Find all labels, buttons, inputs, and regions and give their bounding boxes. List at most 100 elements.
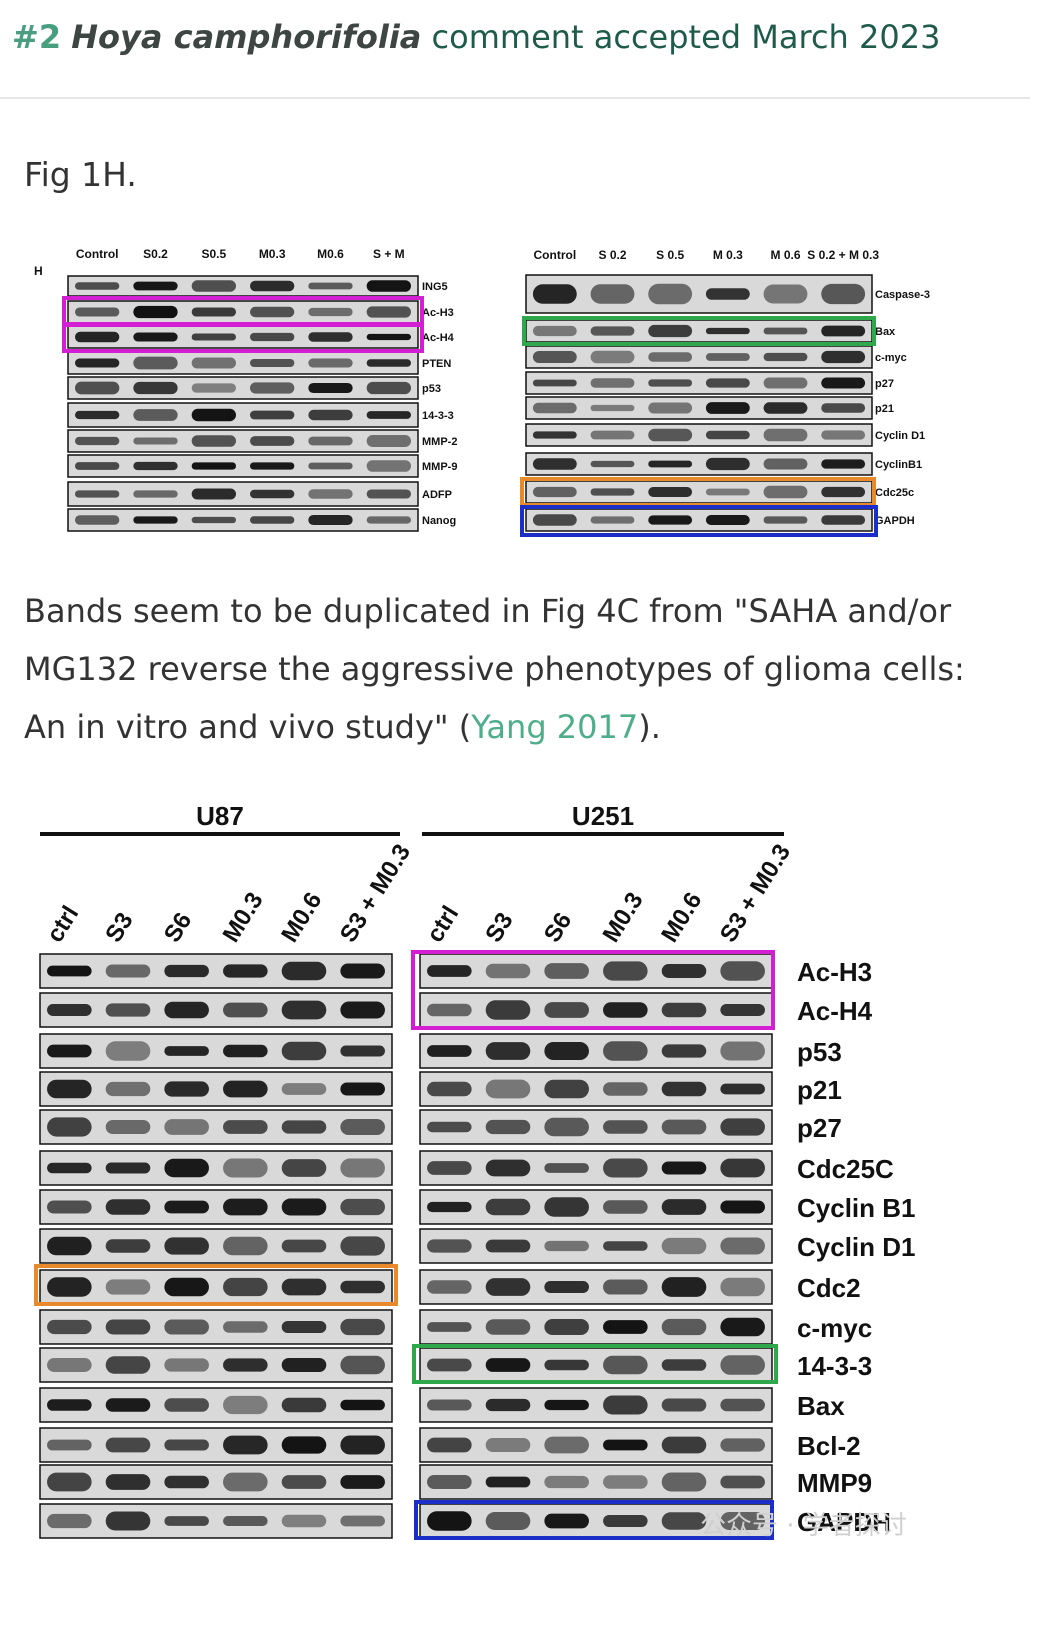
- band: [720, 1355, 765, 1375]
- band: [281, 1041, 327, 1061]
- band: [340, 1280, 385, 1294]
- band: [366, 435, 411, 447]
- row-label: c-myc: [875, 352, 907, 364]
- band: [105, 1356, 151, 1374]
- band: [308, 462, 353, 470]
- band: [544, 963, 589, 979]
- band: [281, 1358, 327, 1372]
- band: [223, 1395, 268, 1415]
- row-label: Ac-H4: [797, 996, 873, 1026]
- blot-strip-u87: [39, 1150, 393, 1186]
- band: [648, 352, 693, 362]
- comment-status: comment accepted March 2023: [431, 18, 941, 56]
- blot-strip-u251: [419, 1347, 773, 1383]
- blot-strip-u87: [39, 1503, 393, 1539]
- band: [75, 381, 120, 395]
- band: [281, 1278, 327, 1296]
- band: [223, 1516, 268, 1526]
- band: [340, 1082, 385, 1096]
- lane-label: S6: [539, 908, 577, 947]
- band: [720, 1158, 765, 1178]
- band: [705, 430, 750, 440]
- blot-strip-u251: [419, 1150, 773, 1186]
- blot-strip-u251: [419, 1033, 773, 1069]
- band: [544, 1281, 589, 1293]
- band: [661, 1044, 707, 1058]
- lane-label: M0.3: [259, 247, 286, 261]
- band: [75, 462, 120, 470]
- band: [366, 516, 411, 524]
- band: [590, 326, 635, 336]
- row-label: ADFP: [422, 489, 452, 501]
- lane-label: S3 + M0.3: [715, 840, 796, 948]
- fig1h-western-blot: H Control S0.2 S0.5 M0.3 M0.6 S + M ING5 Ac-H3 Ac…: [34, 247, 930, 537]
- band: [544, 1240, 589, 1252]
- band: [281, 1083, 327, 1095]
- band: [47, 1236, 92, 1256]
- blot-strip-u87: [39, 1228, 393, 1264]
- band: [763, 377, 808, 389]
- row-label: ING5: [422, 281, 448, 293]
- band: [340, 1318, 385, 1336]
- lane-label: S 0.2: [598, 248, 626, 262]
- band: [308, 332, 353, 342]
- band: [705, 457, 750, 471]
- cell-line-label: U87: [196, 801, 244, 831]
- band: [223, 1472, 268, 1492]
- band: [720, 1511, 765, 1531]
- band: [720, 1277, 765, 1297]
- band: [47, 1439, 92, 1451]
- description-paragraph: Bands seem to be duplicated in Fig 4C fr…: [24, 582, 1004, 756]
- band: [366, 280, 411, 292]
- band: [603, 1158, 648, 1178]
- band: [603, 1041, 648, 1061]
- band: [133, 381, 178, 395]
- band: [532, 350, 577, 364]
- band: [661, 1472, 707, 1492]
- lane-label: M0.6: [276, 888, 327, 948]
- band: [223, 1435, 268, 1455]
- row-label: Cyclin B1: [797, 1193, 916, 1223]
- band: [133, 490, 178, 498]
- band: [47, 1277, 92, 1297]
- row-label: 14-3-3: [797, 1351, 872, 1381]
- band: [720, 1041, 765, 1061]
- band: [427, 1045, 472, 1057]
- band: [705, 488, 750, 496]
- band: [340, 1119, 385, 1135]
- band: [648, 402, 693, 414]
- band: [603, 1002, 648, 1018]
- band: [661, 1237, 707, 1255]
- band: [603, 1320, 648, 1334]
- blot-strip-u87: [39, 1033, 393, 1069]
- band: [603, 1200, 648, 1214]
- band: [340, 1198, 385, 1216]
- band: [648, 428, 693, 442]
- lane-label: S3: [100, 908, 138, 947]
- band: [164, 1516, 209, 1526]
- band: [590, 378, 635, 388]
- band: [661, 1161, 707, 1175]
- blot-strip-u251: [419, 1427, 773, 1463]
- band: [661, 1199, 707, 1215]
- blot-strip-u251: [419, 1228, 773, 1264]
- band: [720, 1398, 765, 1412]
- lane-label: M 0.6: [770, 248, 800, 262]
- band: [720, 1004, 765, 1016]
- band: [603, 961, 648, 981]
- source-link[interactable]: Yang 2017: [471, 708, 639, 746]
- lane-label: S0.2: [143, 247, 168, 261]
- row-label: Nanog: [422, 515, 456, 527]
- band: [133, 281, 178, 291]
- band: [223, 1321, 268, 1333]
- blot-strip-u87: [39, 992, 393, 1028]
- band: [485, 1358, 531, 1372]
- band: [250, 382, 295, 394]
- band: [281, 1321, 327, 1333]
- band: [821, 430, 866, 440]
- band: [340, 1475, 385, 1489]
- band: [105, 1319, 151, 1335]
- lane-label: S3: [480, 908, 518, 947]
- band: [105, 1398, 151, 1412]
- comment-header: #2 Hoya camphorifolia comment accepted M…: [0, 0, 1030, 99]
